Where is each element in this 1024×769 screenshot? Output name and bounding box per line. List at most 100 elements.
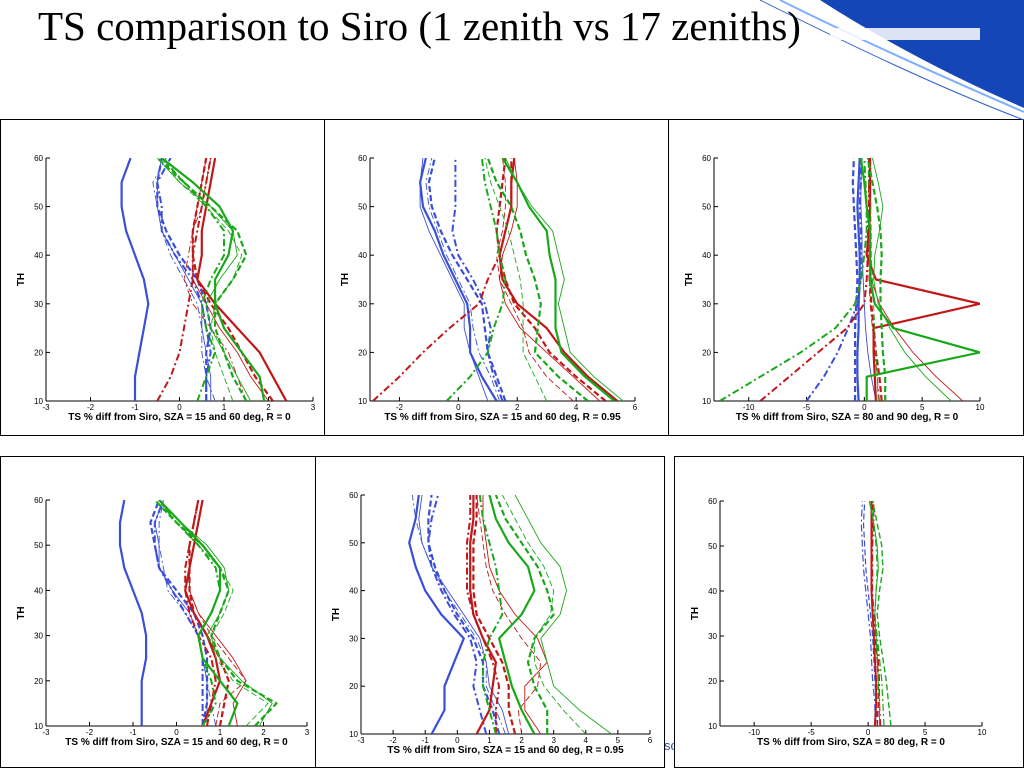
x-tick-label: 2 xyxy=(266,403,271,412)
slide-title: TS comparison to Siro (1 zenith vs 17 ze… xyxy=(38,3,801,49)
series-line-green-dashdot xyxy=(445,158,507,401)
y-tick-label: 10 xyxy=(358,397,367,406)
chart-panel-1: -3 -2 -1 0 1 2 3 10 20 30 40 50 60 TS % diff from Sir… xyxy=(0,119,325,436)
chart-panel-6: -10 -5 0 5 10 10 20 30 40 50 60 TS % diff from Siro… xyxy=(674,456,1024,768)
banner-swoosh-highlight xyxy=(779,0,1024,113)
y-tick-label: 50 xyxy=(358,203,367,212)
y-tick-label: 60 xyxy=(702,154,711,163)
x-tick-label: 6 xyxy=(633,403,638,412)
series-line-red-dashdot xyxy=(466,495,501,734)
series-line-green-dashdot xyxy=(160,158,225,401)
x-tick-label: -3 xyxy=(357,736,365,745)
series-line-blue-solid xyxy=(856,158,861,401)
series-line-blue-solid xyxy=(118,500,148,726)
x-tick-label: -10 xyxy=(748,728,760,737)
x-axis-label: TS % diff from Siro, SZA = 15 and 60 deg… xyxy=(384,412,621,423)
y-tick-label: 10 xyxy=(708,722,717,731)
x-axis-label: TS % diff from Siro, SZA = 15 and 60 deg… xyxy=(387,745,624,756)
series-line-green-solid xyxy=(868,501,880,726)
y-tick-label: 10 xyxy=(34,397,43,406)
x-tick-label: -1 xyxy=(129,728,137,737)
series-line-blue-dash xyxy=(427,495,501,734)
y-axis-label: TH xyxy=(16,606,27,619)
y-tick-label: 20 xyxy=(358,348,367,357)
y-tick-label: 60 xyxy=(708,497,717,506)
y-tick-label: 20 xyxy=(34,348,43,357)
x-tick-label: -2 xyxy=(86,728,94,737)
series-line-green-solid xyxy=(501,158,616,401)
series-line-green-dash xyxy=(494,495,555,734)
x-tick-label: 10 xyxy=(976,403,985,412)
x-tick-label: 10 xyxy=(978,728,987,737)
series-line-red-solid xyxy=(482,495,548,734)
series-line-blue-dashdot xyxy=(411,495,506,734)
y-tick-label: 30 xyxy=(34,632,43,641)
x-tick-label: -2 xyxy=(396,403,404,412)
y-tick-label: 50 xyxy=(708,542,717,551)
series-line-red-dash xyxy=(476,495,542,734)
series-line-green-dash xyxy=(484,158,548,401)
x-tick-label: -5 xyxy=(808,728,816,737)
series-line-blue-dash xyxy=(427,158,507,401)
y-tick-label: 50 xyxy=(702,203,711,212)
banner-swoosh-fill xyxy=(820,0,1024,108)
series-line-green-solid xyxy=(161,158,266,401)
x-tick-label: 1 xyxy=(487,736,492,745)
chart-2: -2 0 2 4 6 10 20 30 40 50 60 TS % diff from Siro, S… xyxy=(340,154,638,423)
series-line-blue-solid xyxy=(860,158,877,401)
x-tick-label: -5 xyxy=(803,403,811,412)
y-tick-label: 30 xyxy=(702,300,711,309)
series-line-blue-solid xyxy=(156,158,212,401)
y-tick-label: 50 xyxy=(34,203,43,212)
x-tick-label: 4 xyxy=(574,403,579,412)
series-line-blue-dashdot xyxy=(153,500,204,726)
series-line-green-dash xyxy=(501,495,587,734)
x-tick-label: 3 xyxy=(311,403,316,412)
series-line-green-dash xyxy=(871,501,892,726)
series-line-blue-dash xyxy=(156,158,212,401)
series-line-green-dash xyxy=(486,158,589,401)
x-tick-label: 0 xyxy=(866,728,871,737)
y-tick-label: 60 xyxy=(34,154,43,163)
x-axis-label: TS % diff from Siro, SZA = 80 and 90 deg… xyxy=(736,412,959,423)
x-tick-label: 2 xyxy=(519,736,524,745)
x-tick-label: 0 xyxy=(456,403,461,412)
x-tick-label: 2 xyxy=(515,403,520,412)
y-axis-label: TH xyxy=(690,607,701,620)
x-tick-label: 6 xyxy=(648,736,653,745)
banner-swoosh xyxy=(759,0,1024,120)
series-line-red-dashdot xyxy=(759,158,870,401)
series-line-blue-dashdot xyxy=(425,158,501,401)
x-tick-label: -3 xyxy=(42,728,50,737)
chart-6: -10 -5 0 5 10 10 20 30 40 50 60 TS % diff from Siro… xyxy=(690,497,987,748)
series-line-blue-dashdot xyxy=(158,500,217,726)
y-axis-label: TH xyxy=(16,273,27,286)
y-tick-label: 60 xyxy=(349,491,358,500)
chart-5: -3 -2 -1 0 1 2 3 4 5 6 10 20 30 40 50 60 TS % diff from … xyxy=(331,491,653,756)
series-line-red-dash xyxy=(496,158,574,401)
chart-panel-5: -3 -2 -1 0 1 2 3 4 5 6 10 20 30 40 50 60 TS % diff from … xyxy=(315,456,665,768)
series-line-red-dashdot xyxy=(372,158,513,401)
x-tick-label: -3 xyxy=(42,403,50,412)
series-line-blue-dashdot xyxy=(805,158,862,401)
series-line-green-dash xyxy=(867,158,879,401)
series-line-green-dash xyxy=(158,500,269,726)
y-tick-label: 20 xyxy=(349,682,358,691)
series-line-blue-solid xyxy=(419,158,489,401)
y-tick-label: 10 xyxy=(349,730,358,739)
series-line-red-dashdot xyxy=(184,500,217,726)
series-line-green-solid xyxy=(514,495,612,734)
series-line-green-dash xyxy=(866,158,887,401)
y-tick-label: 40 xyxy=(34,586,43,595)
x-tick-label: 3 xyxy=(305,728,310,737)
footer-fragment: sc xyxy=(664,738,677,753)
series-line-blue-solid xyxy=(418,158,498,401)
x-tick-label: 4 xyxy=(584,736,589,745)
x-tick-label: 5 xyxy=(920,403,925,412)
x-axis-label: TS % diff from Siro, SZA = 15 and 60 deg… xyxy=(65,737,288,748)
x-axis-label: TS % diff from Siro, SZA = 15 and 60 deg… xyxy=(68,412,291,423)
chart-4: -3 -2 -1 0 1 2 3 10 20 30 40 50 60 TS % diff from Sir… xyxy=(16,496,310,748)
y-tick-label: 10 xyxy=(34,722,43,731)
x-tick-label: 0 xyxy=(174,728,179,737)
x-tick-label: -1 xyxy=(422,736,430,745)
